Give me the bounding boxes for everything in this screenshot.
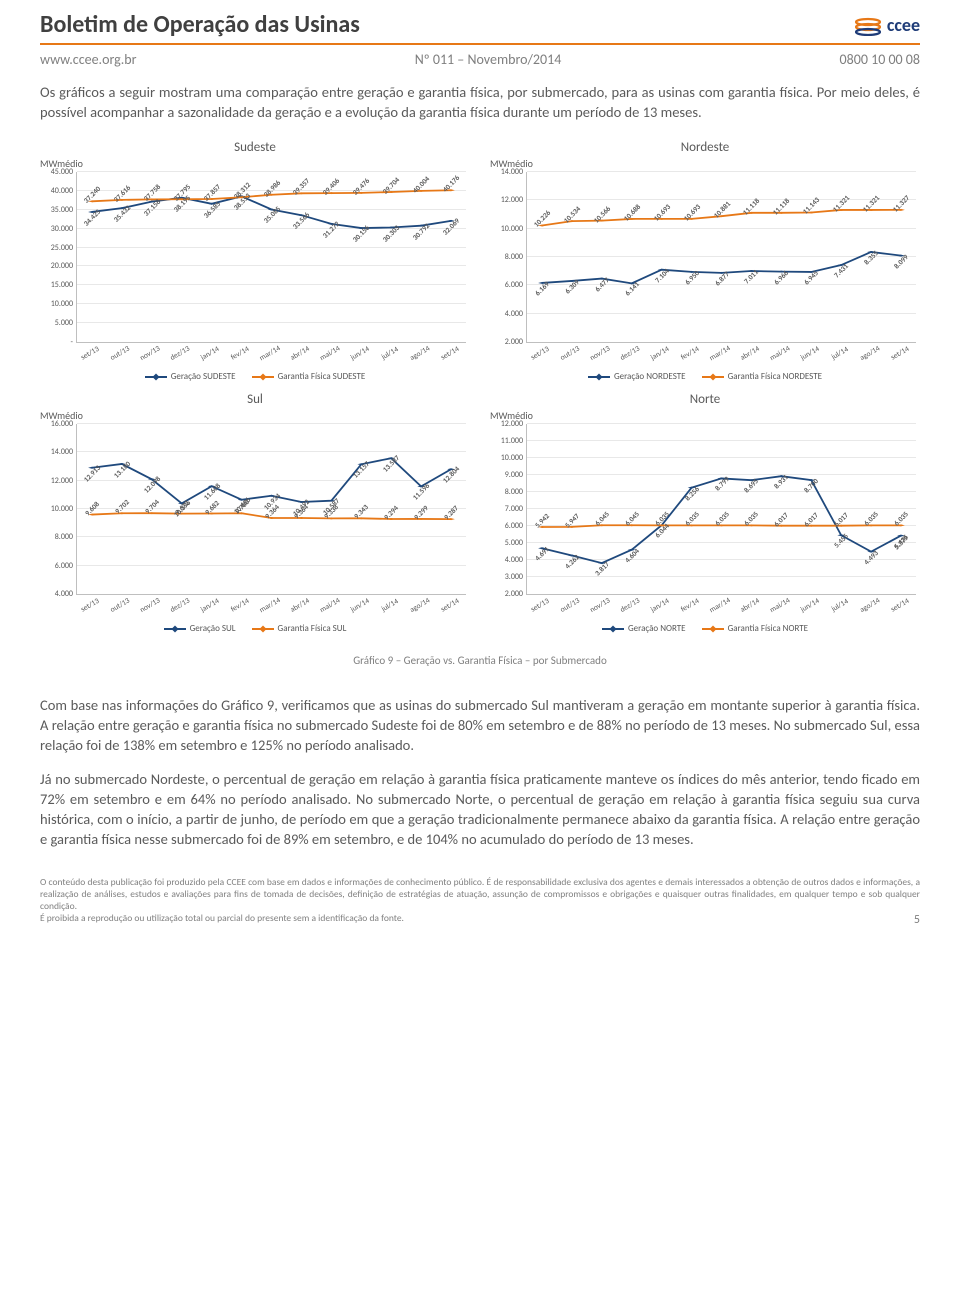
chart-nordeste: NordesteMWmédio2.0004.0006.0008.00010.00… bbox=[490, 140, 920, 382]
y-tick: 10.000 bbox=[39, 504, 73, 514]
y-tick: 40.000 bbox=[39, 186, 73, 196]
y-tick: 12.000 bbox=[39, 476, 73, 486]
plot-area: -5.00010.00015.00020.00025.00030.00035.0… bbox=[76, 172, 466, 343]
logo: ccee bbox=[855, 14, 920, 36]
y-tick: 5.000 bbox=[489, 538, 523, 548]
para-2: Com base nas informações do Gráfico 9, v… bbox=[40, 695, 920, 755]
footer-disclaimer: O conteúdo desta publicação foi produzid… bbox=[40, 877, 920, 925]
y-tick: 25.000 bbox=[39, 243, 73, 253]
y-axis-label: MWmédio bbox=[40, 157, 470, 170]
subhead: www.ccee.org.br Nº 011 – Novembro/2014 0… bbox=[0, 45, 960, 82]
intro-paragraph: Os gráficos a seguir mostram uma compara… bbox=[40, 82, 920, 122]
y-tick: 3.000 bbox=[489, 572, 523, 582]
y-axis-label: MWmédio bbox=[40, 409, 470, 422]
y-tick: 8.000 bbox=[489, 252, 523, 262]
page-number: 5 bbox=[914, 913, 920, 927]
phone-number: 0800 10 00 08 bbox=[840, 51, 920, 68]
y-axis-label: MWmédio bbox=[490, 409, 920, 422]
y-tick: 6.000 bbox=[489, 521, 523, 531]
y-tick: 12.000 bbox=[489, 195, 523, 205]
charts-grid: SudesteMWmédio-5.00010.00015.00020.00025… bbox=[40, 140, 920, 634]
chart-sudeste: SudesteMWmédio-5.00010.00015.00020.00025… bbox=[40, 140, 470, 382]
header: Boletim de Operação das Usinas ccee bbox=[0, 0, 960, 43]
y-tick: 8.000 bbox=[489, 487, 523, 497]
logo-text: ccee bbox=[887, 14, 920, 36]
y-tick: 10.000 bbox=[489, 224, 523, 234]
y-tick: 45.000 bbox=[39, 167, 73, 177]
y-tick: 15.000 bbox=[39, 280, 73, 290]
chart-norte: NorteMWmédio2.0003.0004.0005.0006.0007.0… bbox=[490, 392, 920, 634]
y-tick: 35.000 bbox=[39, 205, 73, 215]
y-tick: 14.000 bbox=[489, 167, 523, 177]
y-tick: 4.000 bbox=[489, 555, 523, 565]
legend-item: Geração SUL bbox=[164, 623, 236, 634]
y-tick: 9.000 bbox=[489, 470, 523, 480]
y-tick: 11.000 bbox=[489, 436, 523, 446]
chart-title: Sul bbox=[40, 392, 470, 407]
plot-area: 2.0004.0006.0008.00010.00012.00014.0006.… bbox=[526, 172, 916, 343]
y-tick: 8.000 bbox=[39, 532, 73, 542]
y-tick: 2.000 bbox=[489, 589, 523, 599]
chart-caption: Gráfico 9 – Geração vs. Garantia Física … bbox=[40, 654, 920, 667]
plot-area: 4.0006.0008.00010.00012.00014.00016.0001… bbox=[76, 424, 466, 595]
y-tick: 16.000 bbox=[39, 419, 73, 429]
chart-title: Sudeste bbox=[40, 140, 470, 155]
y-tick: - bbox=[39, 337, 73, 347]
y-tick: 7.000 bbox=[489, 504, 523, 514]
footer: O conteúdo desta publicação foi produzid… bbox=[0, 877, 960, 941]
y-tick: 10.000 bbox=[39, 299, 73, 309]
y-tick: 14.000 bbox=[39, 447, 73, 457]
y-tick: 4.000 bbox=[39, 589, 73, 599]
y-tick: 10.000 bbox=[489, 453, 523, 463]
page-title: Boletim de Operação das Usinas bbox=[40, 10, 360, 39]
chart-sul: SulMWmédio4.0006.0008.00010.00012.00014.… bbox=[40, 392, 470, 634]
chart-title: Nordeste bbox=[490, 140, 920, 155]
ccee-logo-icon bbox=[855, 14, 881, 36]
y-tick: 12.000 bbox=[489, 419, 523, 429]
y-tick: 6.000 bbox=[489, 280, 523, 290]
para-3: Já no submercado Nordeste, o percentual … bbox=[40, 769, 920, 849]
y-tick: 30.000 bbox=[39, 224, 73, 234]
y-tick: 20.000 bbox=[39, 261, 73, 271]
chart-title: Norte bbox=[490, 392, 920, 407]
y-tick: 2.000 bbox=[489, 337, 523, 347]
y-tick: 6.000 bbox=[39, 561, 73, 571]
site-url: www.ccee.org.br bbox=[40, 51, 137, 68]
issue-number: Nº 011 – Novembro/2014 bbox=[415, 51, 562, 68]
legend-item: Geração NORTE bbox=[602, 623, 686, 634]
y-axis-label: MWmédio bbox=[490, 157, 920, 170]
plot-area: 2.0003.0004.0005.0006.0007.0008.0009.000… bbox=[526, 424, 916, 595]
y-tick: 5.000 bbox=[39, 318, 73, 328]
legend-item: Geração SUDESTE bbox=[145, 371, 236, 382]
content: Os gráficos a seguir mostram uma compara… bbox=[0, 82, 960, 849]
y-tick: 4.000 bbox=[489, 309, 523, 319]
